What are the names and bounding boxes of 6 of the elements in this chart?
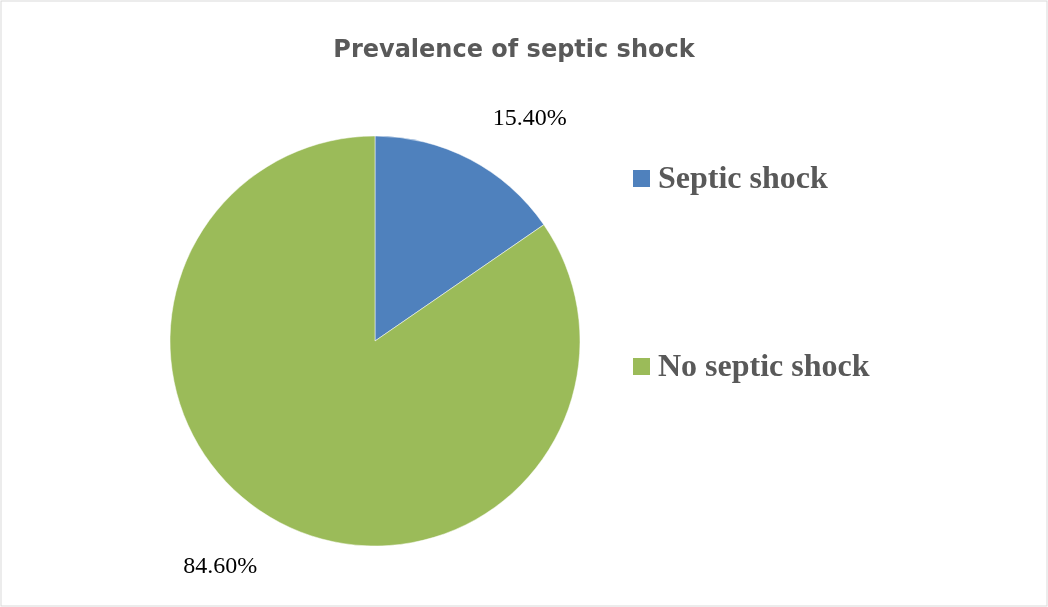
data-label: 15.40% (492, 104, 567, 131)
legend-label: No septic shock (658, 347, 870, 383)
legend-label: Septic shock (658, 159, 828, 195)
chart-title: Prevalence of septic shock (333, 35, 696, 63)
pie-slice (169, 135, 581, 547)
data-label: 84.60% (183, 551, 258, 578)
